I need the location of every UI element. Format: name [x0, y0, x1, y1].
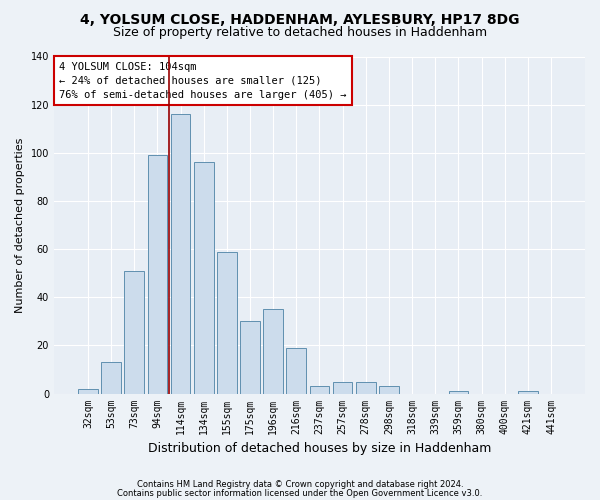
Bar: [194, 162, 214, 394]
Text: Contains HM Land Registry data © Crown copyright and database right 2024.: Contains HM Land Registry data © Crown c…: [137, 480, 463, 489]
Bar: [217, 252, 236, 394]
Text: Size of property relative to detached houses in Haddenham: Size of property relative to detached ho…: [113, 26, 487, 39]
Y-axis label: Number of detached properties: Number of detached properties: [15, 138, 25, 312]
Bar: [333, 382, 352, 394]
Bar: [356, 382, 376, 394]
Bar: [240, 322, 260, 394]
Bar: [379, 386, 399, 394]
Bar: [78, 388, 98, 394]
Bar: [148, 155, 167, 394]
Bar: [170, 114, 190, 394]
X-axis label: Distribution of detached houses by size in Haddenham: Distribution of detached houses by size …: [148, 442, 491, 455]
Bar: [263, 310, 283, 394]
Bar: [124, 271, 144, 394]
Bar: [101, 362, 121, 394]
Bar: [518, 391, 538, 394]
Text: 4 YOLSUM CLOSE: 104sqm
← 24% of detached houses are smaller (125)
76% of semi-de: 4 YOLSUM CLOSE: 104sqm ← 24% of detached…: [59, 62, 347, 100]
Bar: [310, 386, 329, 394]
Text: Contains public sector information licensed under the Open Government Licence v3: Contains public sector information licen…: [118, 488, 482, 498]
Bar: [449, 391, 468, 394]
Bar: [286, 348, 306, 394]
Text: 4, YOLSUM CLOSE, HADDENHAM, AYLESBURY, HP17 8DG: 4, YOLSUM CLOSE, HADDENHAM, AYLESBURY, H…: [80, 12, 520, 26]
